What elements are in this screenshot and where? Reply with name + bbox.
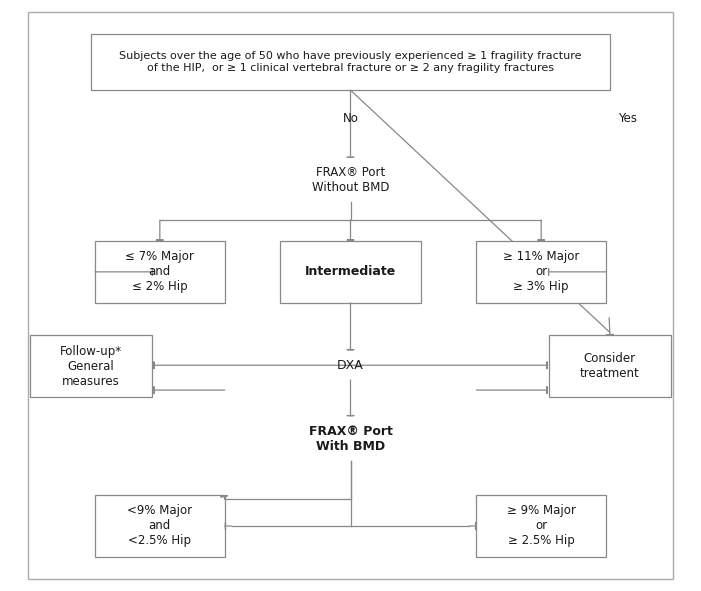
- Text: FRAX® Port
Without BMD: FRAX® Port Without BMD: [312, 166, 389, 194]
- Bar: [280, 241, 421, 303]
- Text: ≥ 9% Major
or
≥ 2.5% Hip: ≥ 9% Major or ≥ 2.5% Hip: [507, 505, 576, 547]
- Text: FRAX® Port
With BMD: FRAX® Port With BMD: [308, 424, 393, 453]
- Text: Consider
treatment: Consider treatment: [580, 352, 640, 381]
- Bar: [477, 241, 606, 303]
- Text: Yes: Yes: [618, 112, 637, 125]
- Bar: [549, 336, 672, 397]
- Text: ≤ 7% Major
and
≤ 2% Hip: ≤ 7% Major and ≤ 2% Hip: [125, 251, 194, 293]
- Bar: [91, 34, 610, 90]
- Bar: [95, 495, 224, 557]
- Text: DXA: DXA: [337, 359, 364, 372]
- Text: No: No: [343, 112, 358, 125]
- Text: <9% Major
and
<2.5% Hip: <9% Major and <2.5% Hip: [128, 505, 192, 547]
- Bar: [477, 495, 606, 557]
- Text: Follow-up*
General
measures: Follow-up* General measures: [60, 345, 122, 388]
- Bar: [95, 241, 224, 303]
- Text: Subjects over the age of 50 who have previously experienced ≥ 1 fragility fractu: Subjects over the age of 50 who have pre…: [119, 51, 582, 73]
- Text: ≥ 11% Major
or
≥ 3% Hip: ≥ 11% Major or ≥ 3% Hip: [503, 251, 579, 293]
- Bar: [30, 336, 153, 397]
- Text: Intermediate: Intermediate: [305, 265, 396, 278]
